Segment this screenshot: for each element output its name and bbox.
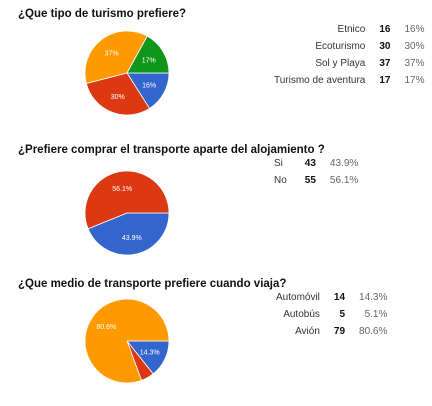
legend-label: Sol y Playa — [315, 58, 366, 69]
legend-row: Automóvil 14 14.3% — [276, 290, 387, 307]
pie-chart-transporte-aparte: 43.9% 56.1% — [84, 170, 170, 256]
legend-label: Autobús — [283, 309, 320, 320]
legend-count: 5 — [339, 309, 346, 320]
chart-section-turismo: ¿Que tipo de turismo prefiere? 16% 30% 37%… — [0, 0, 432, 130]
legend-label: Etnico — [337, 24, 366, 35]
legend-percent: 43.9% — [329, 158, 359, 169]
pie-slice — [85, 72, 151, 116]
legend-percent: 30% — [404, 41, 425, 52]
legend-percent: 17% — [404, 75, 425, 86]
legend-count: 16 — [379, 24, 391, 35]
legend-label: Ecoturismo — [315, 41, 366, 52]
legend-percent: 16% — [404, 24, 425, 35]
legend-row: Etnico 16 16% — [274, 22, 425, 39]
legend-count: 17 — [379, 75, 391, 86]
legend-percent: 14.3% — [359, 292, 388, 303]
pie-chart-turismo: 16% 30% 37% 17% — [84, 30, 170, 116]
question-title: ¿Que tipo de turismo prefiere? — [18, 8, 187, 20]
pie-slice — [84, 30, 148, 84]
slice-label: 80.6% — [96, 324, 116, 331]
question-title: ¿Que medio de transporte prefiere cuando… — [18, 278, 287, 290]
legend-percent: 5.1% — [364, 309, 388, 320]
legend-row: Ecoturismo 30 30% — [274, 39, 424, 56]
legend-count: 55 — [304, 175, 316, 186]
pie-slice — [126, 35, 170, 74]
question-title: ¿Prefiere comprar el transporte aparte d… — [18, 144, 325, 156]
legend-label: Automóvil — [276, 292, 320, 303]
legend-row: No 55 56.1% — [274, 173, 358, 190]
chart-section-medio-transporte: ¿Que medio de transporte prefiere cuando… — [0, 270, 432, 406]
slice-label: 17% — [142, 58, 156, 65]
legend-table-turismo: Etnico 16 16% Ecoturismo 30 30% Sol y Pl… — [274, 22, 424, 90]
legend-count: 14 — [333, 292, 346, 303]
legend-table-medio-transporte: Automóvil 14 14.3% Autobús 5 5.1% Avión … — [276, 290, 387, 341]
legend-row: Sol y Playa 37 37% — [274, 56, 424, 73]
slice-label: 56.1% — [112, 186, 132, 193]
legend-percent: 56.1% — [329, 175, 359, 186]
legend-row: Avión 79 80.6% — [276, 324, 387, 341]
chart-section-transporte-aparte: ¿Prefiere comprar el transporte aparte d… — [0, 136, 432, 262]
slice-label: 16% — [142, 83, 156, 90]
pie-slice — [84, 298, 170, 384]
legend-row: Turismo de aventura 17 17% — [274, 73, 424, 90]
legend-label: Turismo de aventura — [274, 75, 366, 86]
legend-label: Si — [274, 158, 283, 169]
pie-slice — [87, 212, 170, 256]
slice-label: 43.9% — [122, 235, 142, 242]
legend-table-transporte-aparte: Si 43 43.9% No 55 56.1% — [274, 156, 358, 190]
slice-label: 37% — [105, 51, 119, 58]
slice-label: 14.3% — [140, 349, 160, 356]
legend-row: Autobús 5 5.1% — [276, 307, 387, 324]
legend-label: No — [274, 175, 287, 186]
legend-percent: 80.6% — [359, 326, 388, 337]
legend-count: 43 — [304, 158, 316, 169]
legend-percent: 37% — [404, 58, 425, 69]
pie-chart-medio-transporte: 14.3% 80.6% — [84, 298, 170, 384]
pie-slice — [84, 170, 170, 230]
slice-label: 30% — [111, 94, 125, 101]
legend-count: 30 — [379, 41, 391, 52]
legend-count: 37 — [379, 58, 391, 69]
legend-label: Avión — [295, 326, 320, 337]
legend-count: 79 — [333, 326, 346, 337]
legend-row: Si 43 43.9% — [274, 156, 358, 173]
